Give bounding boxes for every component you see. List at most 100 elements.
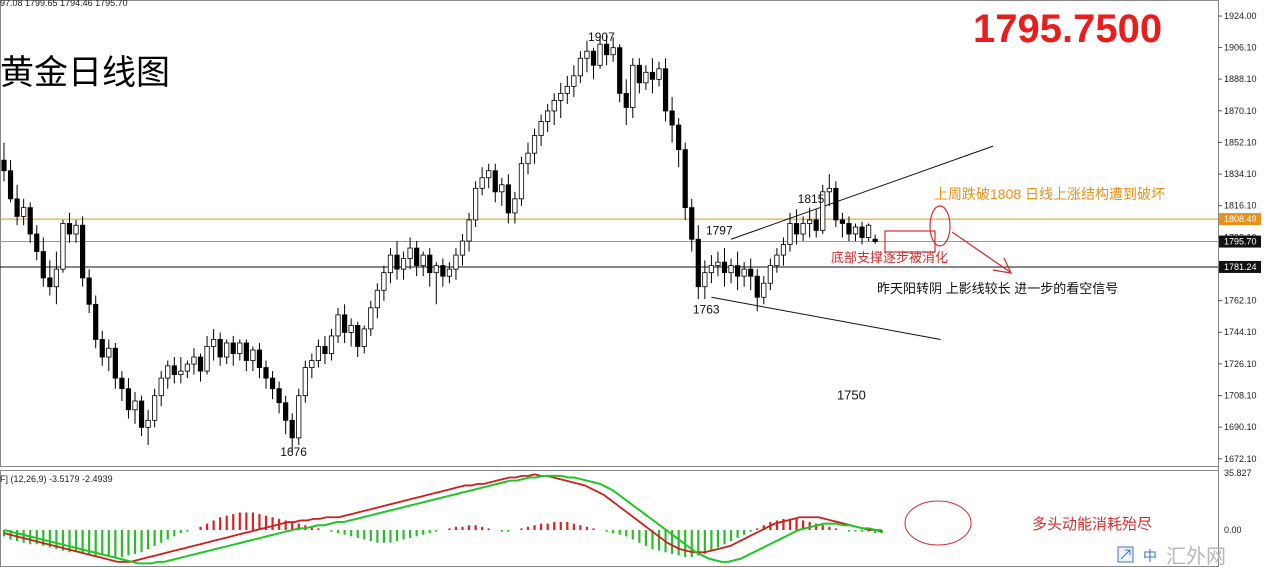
- candle: [800, 216, 806, 242]
- ohlc-readout: 97.08 1799.65 1794.46 1795.70: [0, 0, 128, 8]
- price-labels: 1907 1797 1815 1763 1676 1750: [280, 30, 866, 459]
- candle: [479, 167, 485, 196]
- candle: [728, 258, 734, 284]
- candle: [813, 209, 819, 238]
- candle: [47, 260, 53, 296]
- candle: [617, 44, 623, 103]
- candle: [545, 103, 551, 133]
- candle: [335, 307, 341, 343]
- candle: [590, 47, 597, 80]
- price-tag-0: 1808.49: [1219, 213, 1261, 226]
- candle: [269, 371, 276, 400]
- trend-lines: [711, 145, 994, 340]
- candle: [204, 335, 210, 375]
- trend-line-0: [730, 145, 994, 240]
- macd-tick-label: 35.827: [1224, 468, 1252, 478]
- input-method-icon[interactable]: 中: [1143, 548, 1157, 564]
- candle: [807, 207, 813, 238]
- candle: [499, 177, 505, 206]
- candle: [381, 265, 387, 301]
- candle: [165, 360, 171, 389]
- candle: [171, 357, 177, 384]
- candle: [630, 58, 636, 118]
- candle: [571, 65, 577, 97]
- candle: [191, 348, 197, 375]
- candle: [446, 262, 453, 284]
- price-tags: 1808.49 1795.70 1781.24: [1219, 213, 1261, 273]
- candle: [93, 295, 99, 349]
- candle: [492, 163, 498, 203]
- candle: [309, 353, 315, 379]
- macd-axis: 35.827 0.00: [1224, 468, 1252, 535]
- expand-icon[interactable]: [1117, 546, 1134, 563]
- y-tick-label: 1852.10: [1224, 137, 1257, 147]
- candle: [21, 198, 27, 226]
- candle: [748, 258, 754, 291]
- candle: [584, 40, 590, 73]
- candle: [420, 251, 426, 277]
- y-tick-label: 1924.00: [1224, 11, 1257, 21]
- candle: [820, 184, 826, 234]
- candle: [368, 300, 374, 336]
- candle: [178, 357, 184, 384]
- price-label-1815: 1815: [798, 192, 825, 206]
- candle: [866, 223, 872, 242]
- candle: [80, 216, 86, 287]
- candles: [1, 35, 878, 452]
- candle: [767, 258, 773, 291]
- annotation-support: 底部支撑逐步被消化: [831, 250, 948, 265]
- candle: [387, 248, 394, 284]
- candle: [250, 346, 256, 372]
- candle: [34, 225, 40, 261]
- candle: [846, 216, 852, 242]
- trend-line-1: [711, 296, 941, 340]
- candle: [604, 35, 610, 66]
- candle: [551, 93, 557, 126]
- candle: [276, 381, 282, 414]
- candle: [14, 184, 20, 226]
- candle: [643, 65, 649, 90]
- candle: [531, 128, 538, 164]
- candle: [132, 392, 138, 424]
- candle: [780, 237, 787, 266]
- candle: [53, 251, 60, 305]
- candle: [669, 96, 675, 143]
- macd-label: F] (12,26,9) -3.5179 -2.4939: [0, 474, 113, 484]
- candle: [138, 395, 145, 437]
- candle: [839, 212, 846, 238]
- candle: [348, 318, 354, 347]
- horizontal-levels: [0, 218, 1218, 268]
- down-arrow-head: [992, 257, 1013, 274]
- candle: [833, 181, 839, 227]
- y-tick-label: 1690.10: [1224, 422, 1257, 432]
- candle: [394, 241, 400, 280]
- candle: [60, 219, 66, 273]
- candle: [158, 371, 164, 407]
- candle: [538, 114, 544, 147]
- candle: [341, 304, 348, 343]
- candle: [564, 75, 570, 104]
- current-price: 1795.7500: [973, 7, 1162, 51]
- price-tag-1: 1795.70: [1219, 235, 1261, 248]
- annotation-break-1808: 上周跌破1808 日线上涨结构遭到破坏: [934, 186, 1165, 202]
- candle: [721, 248, 728, 287]
- candle: [427, 248, 433, 287]
- candle: [263, 360, 269, 389]
- candle: [400, 251, 407, 280]
- annotation-momentum: 多头动能消耗殆尽: [1032, 516, 1152, 533]
- candle: [414, 241, 420, 277]
- candle: [472, 181, 479, 227]
- candle: [361, 325, 367, 354]
- candle: [125, 378, 132, 419]
- candle: [859, 221, 865, 245]
- candle: [597, 37, 603, 69]
- price-label-1763: 1763: [693, 303, 720, 317]
- candle: [256, 342, 263, 379]
- y-tick-label: 1762.10: [1224, 296, 1257, 306]
- candle: [289, 413, 295, 452]
- candle: [224, 339, 230, 365]
- candle: [433, 262, 439, 305]
- candle: [676, 118, 682, 168]
- price-label-1750: 1750: [837, 388, 866, 403]
- candle: [512, 191, 518, 224]
